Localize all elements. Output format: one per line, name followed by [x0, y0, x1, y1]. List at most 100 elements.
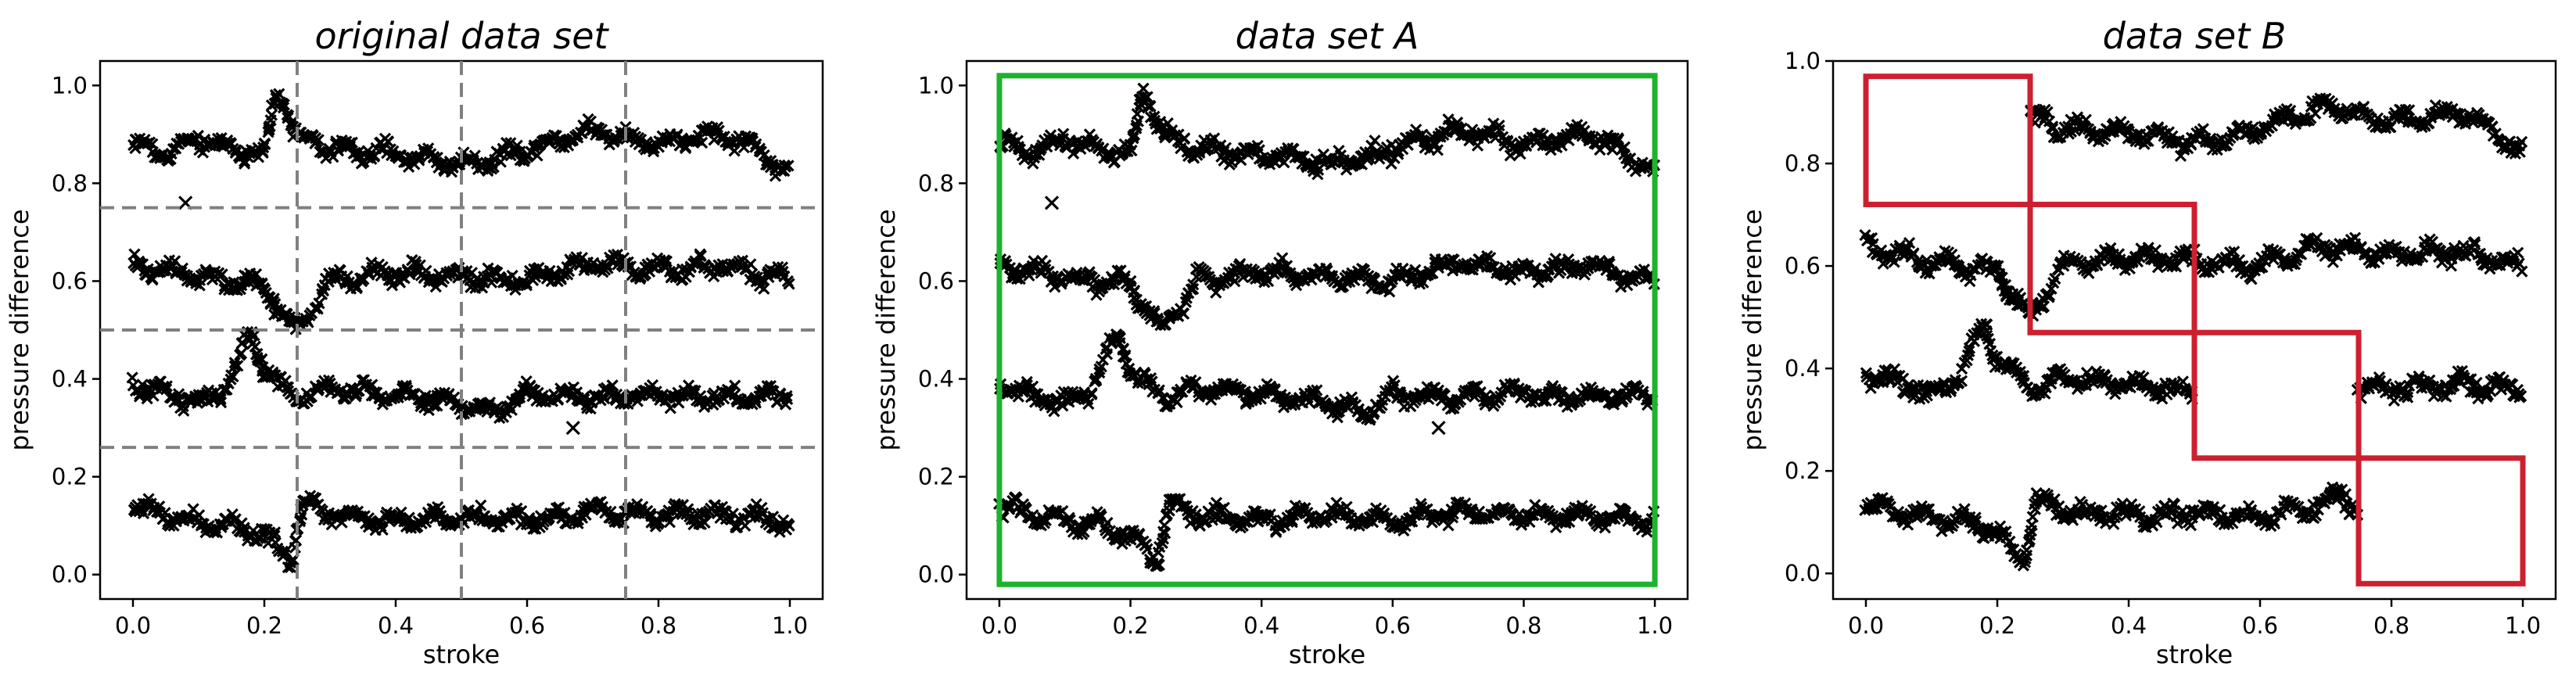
y-tick-label: 0.8: [52, 170, 88, 196]
outlier-point: [1431, 420, 1446, 436]
data-point: [1416, 128, 1429, 141]
axis-ticks: 0.0 0.2 0.4 0.6 0.8 1.00.00.20.40.60.81.0: [52, 72, 808, 639]
y-axis-label: pressure difference: [5, 209, 34, 450]
data-point: [193, 279, 206, 292]
series-3: [126, 325, 794, 425]
y-axis-label: pressure difference: [871, 209, 901, 450]
x-tick-label: 0.8: [1505, 612, 1541, 639]
data-point: [159, 507, 171, 519]
panel-original-data-set: 0.0 0.2 0.4 0.6 0.8 1.00.00.20.40.60.81.0orig…: [5, 15, 824, 669]
data-point: [278, 99, 290, 111]
data-point: [1161, 117, 1174, 130]
data-point: [366, 378, 379, 391]
x-axis-label: stroke: [1289, 640, 1365, 669]
data-point: [1141, 91, 1153, 103]
data-point: [520, 277, 533, 290]
highlight-box: [2191, 329, 2362, 461]
outlier-point: [565, 420, 580, 436]
data-point: [259, 138, 271, 151]
data-point: [485, 276, 498, 289]
data-point: [2445, 260, 2458, 272]
x-tick-label: 0.4: [2111, 612, 2147, 639]
data-point: [663, 516, 676, 529]
y-tick-label: 1.0: [1785, 48, 1821, 74]
y-tick-label: 0.2: [1785, 457, 1821, 484]
x-axis-label: stroke: [423, 640, 500, 669]
data-point: [192, 509, 206, 522]
data-point: [1168, 129, 1182, 142]
x-tick-label: 0.2: [1979, 612, 2015, 639]
data-point: [1385, 157, 1397, 170]
data-point: [729, 379, 741, 392]
plot-frame: [965, 59, 1689, 601]
data-point: [694, 249, 707, 262]
data-point: [228, 360, 241, 373]
data-point: [431, 400, 443, 412]
panel-data-set-a: 0.0 0.2 0.4 0.6 0.8 1.00.00.20.40.60.81.0data…: [871, 15, 1689, 669]
x-tick-label: 0.6: [2242, 612, 2278, 639]
data-point: [687, 384, 699, 396]
series-4: [1859, 481, 2364, 572]
data-point: [1124, 138, 1136, 151]
data-point: [395, 506, 407, 518]
y-tick-label: 1.0: [52, 72, 88, 99]
data-point: [1127, 132, 1139, 145]
series-2: [127, 248, 795, 335]
outlier-point: [1044, 196, 1060, 210]
data-point: [783, 278, 795, 290]
series-4: [992, 491, 1660, 572]
scatter-points: [126, 88, 795, 574]
highlight-box: [1863, 74, 2033, 207]
data-point: [248, 329, 260, 342]
partition-lines: [100, 61, 823, 599]
data-point: [249, 268, 263, 281]
data-point: [216, 268, 228, 281]
data-point: [1144, 100, 1157, 113]
data-point: [346, 136, 358, 149]
y-tick-label: 0.2: [52, 464, 88, 490]
y-axis-label: pressure difference: [1738, 209, 1767, 450]
data-point: [601, 262, 614, 274]
y-tick-label: 0.0: [1785, 560, 1821, 587]
data-point: [746, 132, 759, 145]
data-point: [332, 145, 344, 157]
series-2: [994, 249, 1660, 332]
data-point: [1121, 145, 1134, 158]
data-point: [475, 499, 487, 511]
x-axis-label: stroke: [2156, 640, 2233, 669]
y-tick-label: 0.4: [1785, 355, 1821, 382]
data-point: [282, 381, 295, 393]
data-point: [758, 282, 770, 295]
data-point: [312, 134, 325, 146]
data-point: [176, 262, 188, 274]
x-tick-label: 0.0: [981, 612, 1017, 639]
highlight-box: [2355, 455, 2526, 587]
x-tick-label: 0.4: [1243, 612, 1279, 639]
data-point: [1137, 82, 1150, 95]
data-point: [664, 402, 676, 414]
data-point: [766, 511, 780, 523]
data-point: [322, 374, 335, 386]
data-point: [263, 124, 275, 136]
x-tick-label: 0.0: [1848, 612, 1884, 639]
series-3: [994, 328, 1659, 426]
y-tick-label: 0.4: [52, 366, 88, 393]
data-point: [212, 267, 225, 279]
x-tick-label: 0.0: [115, 612, 151, 639]
data-point: [277, 102, 290, 114]
data-point: [561, 268, 574, 281]
x-tick-label: 0.2: [1112, 612, 1148, 639]
data-point: [404, 268, 416, 281]
data-point: [531, 149, 544, 162]
x-tick-label: 0.6: [509, 612, 545, 639]
y-tick-label: 0.8: [1785, 150, 1821, 177]
data-point: [660, 255, 673, 267]
data-point: [142, 263, 154, 275]
data-point: [728, 145, 741, 157]
y-tick-label: 1.0: [918, 72, 954, 99]
chart-title: data set A: [1236, 15, 1419, 57]
chart-title: data set B: [2103, 15, 2287, 57]
data-point: [695, 136, 709, 149]
data-point: [235, 347, 248, 360]
x-tick-label: 0.8: [2373, 612, 2409, 639]
